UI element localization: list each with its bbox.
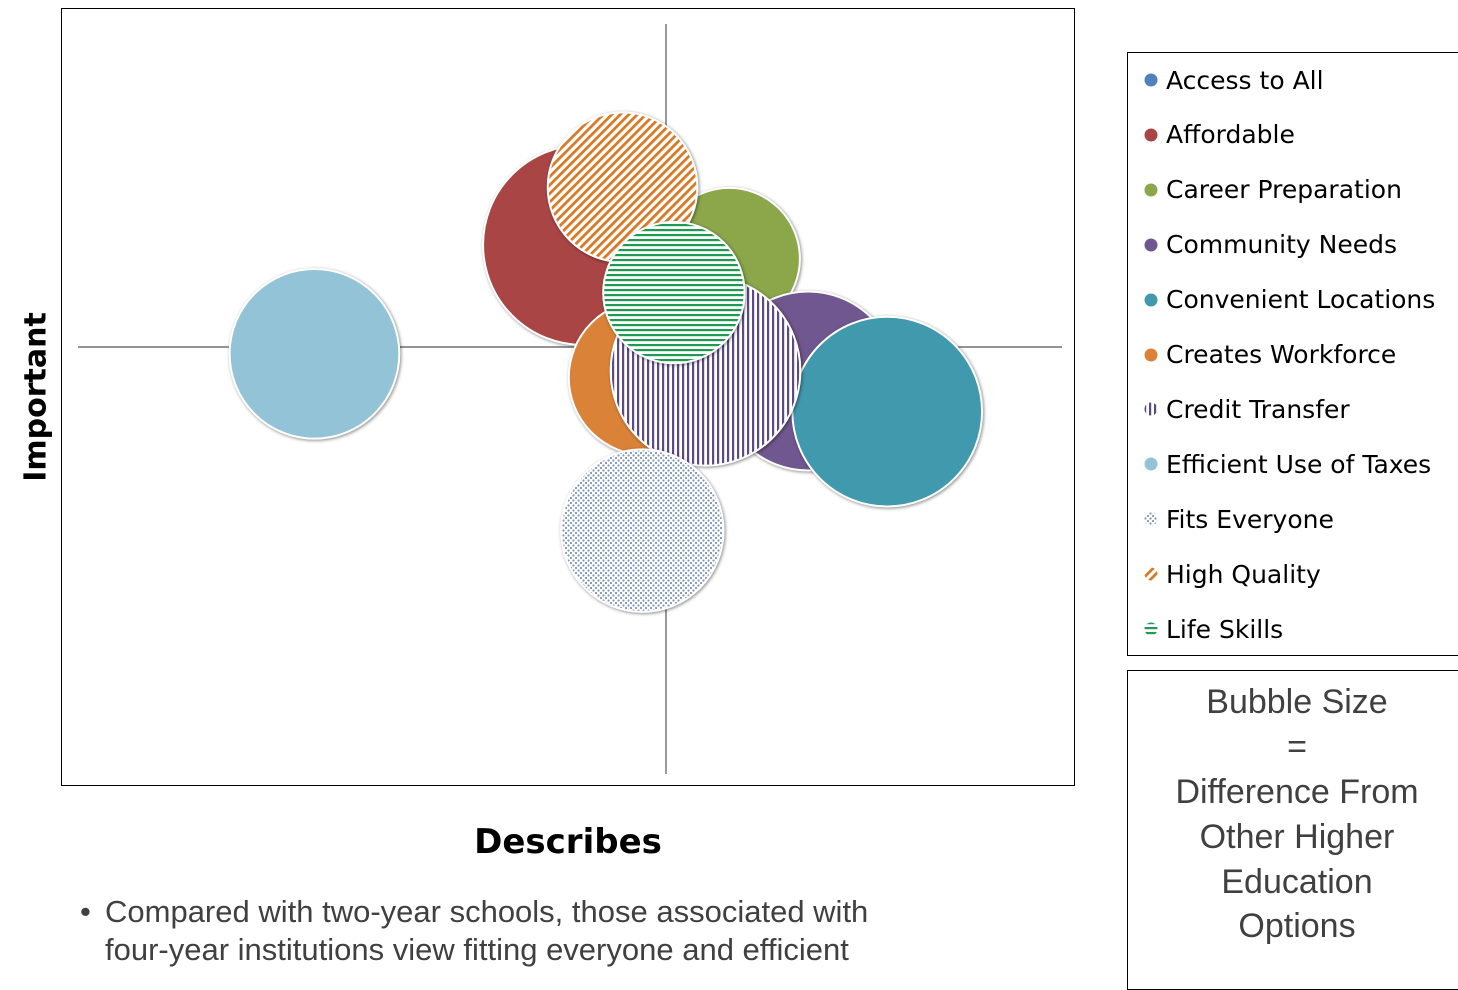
legend-label: High Quality (1166, 559, 1321, 589)
legend-item-efficient-use-of-taxes: Efficient Use of Taxes (1144, 449, 1431, 479)
legend-marker-icon (1144, 348, 1158, 361)
legend: Access to All Affordable Career Preparatio… (1127, 52, 1458, 656)
bullet-icon: • (80, 894, 91, 929)
bubble-chart-svg (78, 24, 1062, 774)
legend-item-access-to-all: Access to All (1144, 65, 1324, 95)
bubble-efficient-use-of-taxes (228, 267, 401, 440)
legend-marker-icon (1144, 183, 1158, 197)
legend-label: Affordable (1166, 120, 1295, 150)
legend-marker-icon (1144, 128, 1158, 142)
size-note-line: = (1287, 728, 1307, 766)
legend-item-creates-workforce: Creates Workforce (1144, 340, 1396, 370)
bubble-size-note: Bubble Size = Difference From Other High… (1127, 670, 1458, 990)
size-note-line: Education (1221, 863, 1373, 901)
legend-item-credit-transfer: Credit Transfer (1144, 394, 1350, 424)
bubble-convenient-locations (791, 315, 984, 508)
legend-marker-icon (1144, 567, 1158, 581)
legend-label: Life Skills (1166, 614, 1284, 644)
bubbles-group (228, 111, 984, 613)
legend-item-convenient-locations: Convenient Locations (1144, 285, 1435, 315)
legend-marker-icon (1144, 457, 1158, 471)
legend-label: Efficient Use of Taxes (1166, 449, 1432, 479)
y-axis-label: Important (18, 312, 54, 482)
legend-label: Convenient Locations (1166, 285, 1436, 315)
legend-marker-icon (1144, 73, 1158, 87)
legend-item-career-preparation: Career Preparation (1144, 175, 1402, 205)
legend-marker-icon (1144, 622, 1158, 636)
legend-item-community-needs: Community Needs (1144, 230, 1397, 260)
legend-label: Creates Workforce (1166, 340, 1397, 369)
legend-marker-icon (1144, 512, 1158, 526)
footnote-line: Compared with two-year schools, those as… (105, 894, 869, 929)
bubble-fits-everyone (560, 448, 725, 613)
legend-item-affordable: Affordable (1144, 120, 1295, 150)
legend-label: Access to All (1166, 65, 1324, 95)
size-note-line: Bubble Size (1206, 683, 1388, 721)
size-note-line: Other Higher (1199, 818, 1395, 856)
legend-label: Credit Transfer (1166, 394, 1350, 424)
size-note-line: Difference From (1175, 773, 1419, 811)
x-axis-label: Describes (474, 822, 662, 862)
legend-label: Community Needs (1166, 230, 1397, 260)
legend-label: Career Preparation (1166, 175, 1402, 205)
legend-item-life-skills: Life Skills (1144, 614, 1283, 644)
legend-label: Fits Everyone (1166, 504, 1334, 534)
legend-item-fits-everyone: Fits Everyone (1144, 504, 1334, 534)
legend-marker-icon (1144, 402, 1158, 416)
legend-marker-icon (1144, 293, 1158, 307)
legend-marker-icon (1144, 238, 1158, 252)
footnote-line: four-year institutions view fitting ever… (105, 932, 849, 967)
footnote: • Compared with two-year schools, those … (80, 893, 1105, 969)
plot-area (61, 8, 1075, 786)
legend-item-high-quality: High Quality (1144, 559, 1321, 589)
bubble-life-skills (602, 220, 746, 365)
size-note-line: Options (1238, 907, 1356, 945)
